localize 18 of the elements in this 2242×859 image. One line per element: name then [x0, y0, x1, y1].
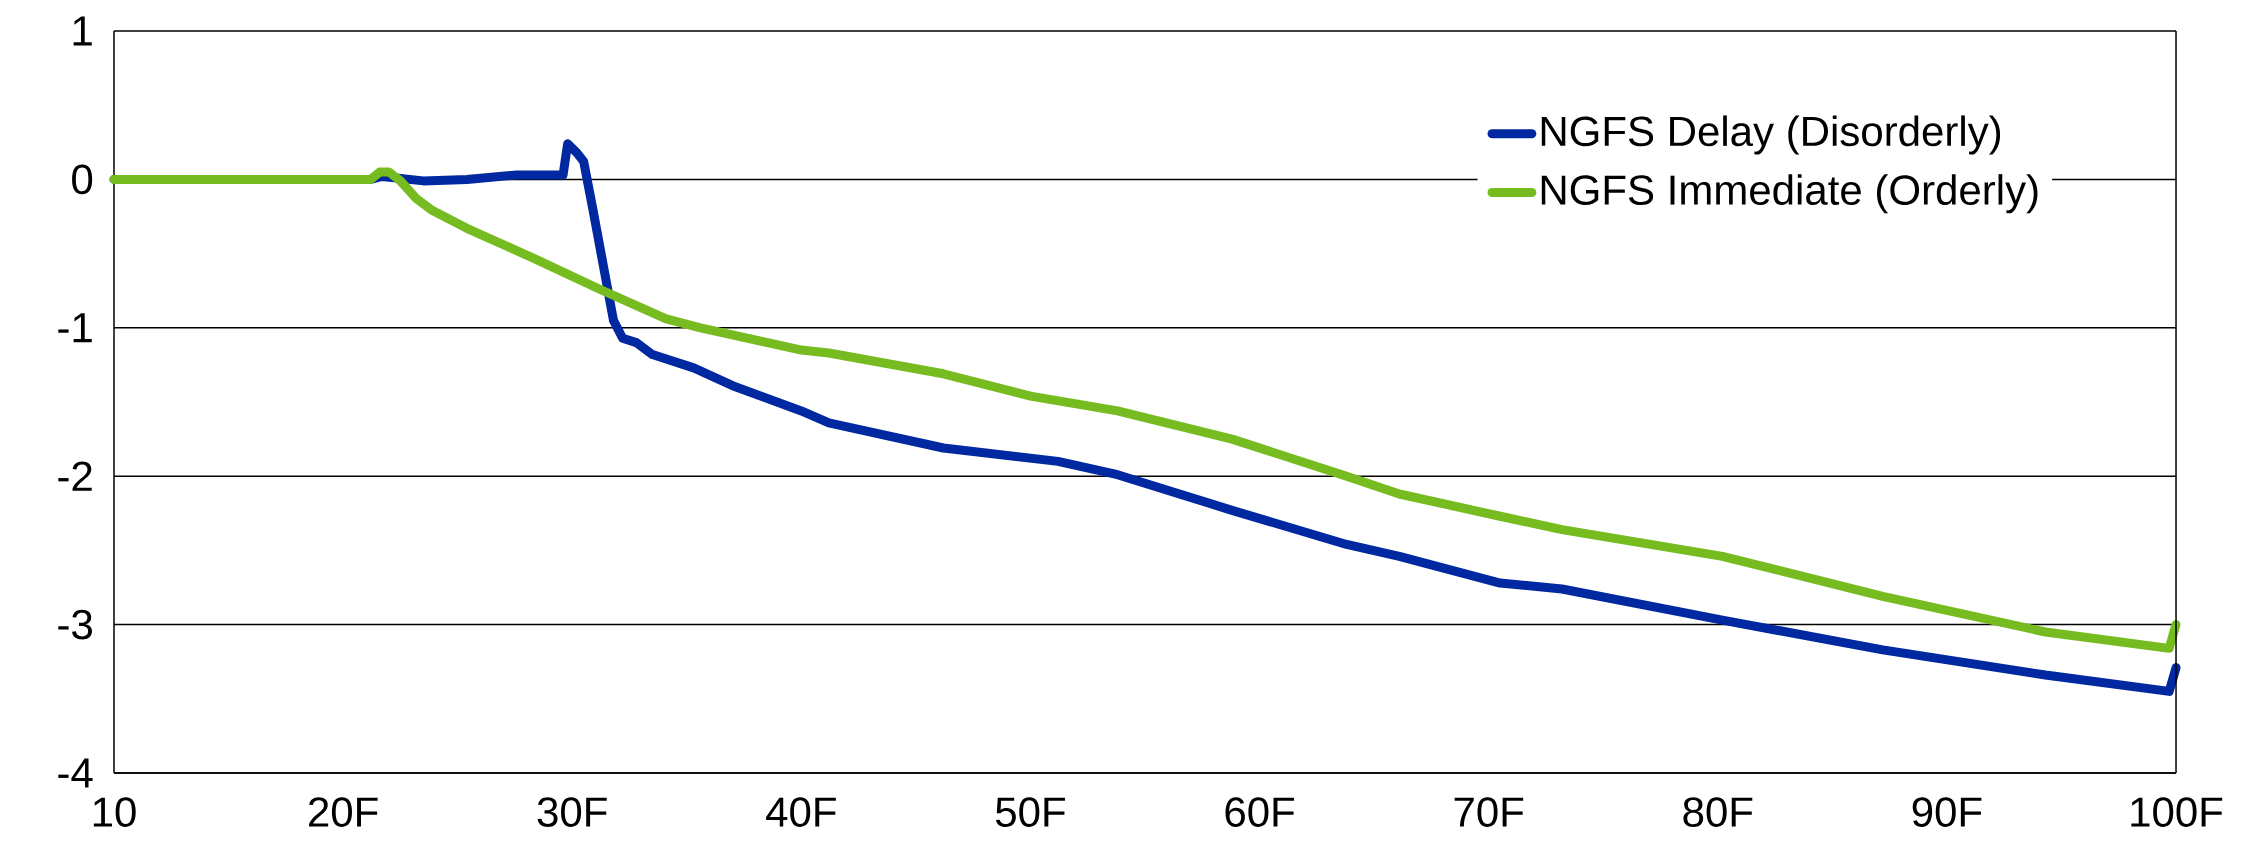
x-tick-label: 40F	[766, 797, 836, 827]
y-tick-label: 0	[72, 164, 93, 195]
x-tick-label: 50F	[995, 797, 1065, 827]
x-tick-label: 100F	[2131, 797, 2223, 827]
x-tick-label: 70F	[1454, 797, 1524, 827]
y-tick-label: -2	[58, 461, 92, 491]
x-tick-label: 10	[93, 797, 136, 827]
x-tick-label: 90F	[1912, 797, 1982, 827]
x-tick-label: 60F	[1225, 797, 1295, 827]
x-tick-label: 30F	[537, 797, 607, 827]
y-tick-label: -4	[58, 758, 93, 788]
legend-label: NGFS Delay (Disorderly)	[1541, 115, 2001, 155]
y-tick-label: -1	[58, 313, 92, 343]
y-tick-label: -3	[58, 609, 92, 640]
x-tick-label: 20F	[309, 797, 378, 827]
legend-label: NGFS Immediate (Orderly)	[1541, 174, 2038, 214]
y-tick-label: 1	[73, 16, 92, 46]
x-tick-label: 80F	[1683, 797, 1753, 827]
